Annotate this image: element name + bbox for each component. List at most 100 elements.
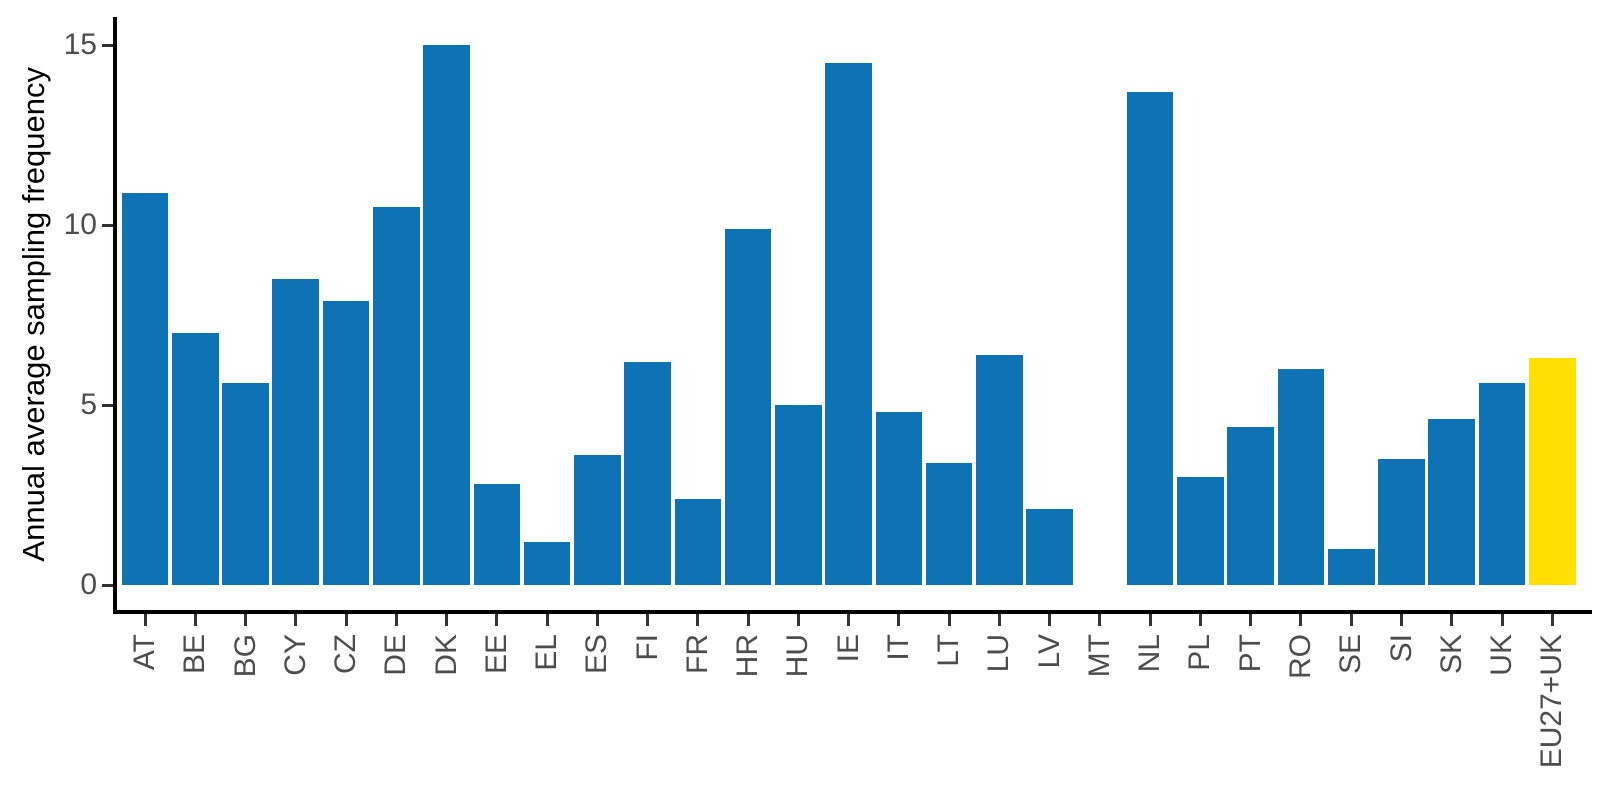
x-tick-label-HR: HR: [731, 634, 765, 800]
x-tick-SI: [1400, 614, 1403, 626]
y-tick-label-0: 0: [80, 568, 97, 601]
x-tick-CZ: [344, 614, 348, 626]
x-tick-label-FR: FR: [681, 634, 715, 800]
bar-BG: [222, 383, 269, 585]
bar-AT: [121, 192, 169, 585]
x-tick-FR: [696, 614, 700, 626]
x-tick-label-text: IT: [881, 634, 915, 661]
x-axis-line: [113, 610, 1592, 614]
x-tick-UK: [1500, 614, 1504, 626]
x-tick-EE: [495, 614, 499, 626]
bar-CY: [272, 279, 320, 585]
x-tick-label-ES: ES: [580, 634, 614, 800]
x-tick-label-text: EE: [479, 634, 513, 675]
bar-EL: [523, 541, 571, 585]
x-tick-CY: [294, 614, 298, 626]
x-tick-LV: [1048, 614, 1052, 626]
x-tick-label-text: SK: [1434, 634, 1468, 675]
x-tick-label-HU: HU: [781, 634, 815, 800]
x-tick-label-BE: BE: [178, 634, 212, 800]
bar-CZ: [322, 300, 370, 585]
x-tick-label-text: FR: [680, 634, 714, 674]
x-tick-label-EU27+UK: EU27+UK: [1535, 634, 1569, 800]
x-tick-BG: [244, 614, 248, 626]
x-tick-label-text: UK: [1485, 634, 1519, 676]
x-tick-SK: [1450, 614, 1454, 626]
x-tick-DE: [394, 614, 398, 626]
x-tick-label-LV: LV: [1033, 634, 1067, 800]
x-tick-label-EL: EL: [530, 634, 564, 800]
x-tick-label-MT: MT: [1083, 634, 1117, 800]
x-tick-label-CY: CY: [279, 634, 313, 800]
x-tick-IT: [897, 614, 901, 626]
bar-SK: [1428, 419, 1476, 585]
x-tick-label-text: DE: [379, 634, 413, 676]
x-tick-NL: [1148, 614, 1152, 626]
x-tick-label-text: PL: [1183, 634, 1217, 671]
x-tick-IE: [847, 614, 851, 626]
bar-NL: [1126, 91, 1174, 585]
x-tick-label-SE: SE: [1334, 634, 1368, 800]
x-tick-label-RO: RO: [1284, 634, 1318, 800]
bar-IT: [875, 412, 923, 585]
bar-RO: [1277, 369, 1325, 585]
x-tick-label-text: CY: [278, 634, 312, 676]
x-tick-label-text: SE: [1334, 634, 1368, 675]
y-tick-10: [102, 223, 113, 227]
y-tick-label-10: 10: [63, 208, 97, 241]
y-tick-label-15: 15: [63, 28, 97, 61]
bar-ES: [574, 455, 621, 585]
x-tick-label-text: LU: [982, 634, 1016, 673]
x-tick-label-BG: BG: [229, 634, 263, 800]
x-tick-label-SI: SI: [1385, 634, 1419, 800]
x-tick-label-text: RO: [1283, 634, 1317, 679]
x-tick-label-NL: NL: [1133, 634, 1167, 800]
bar-SI: [1378, 459, 1425, 585]
bar-LU: [976, 354, 1023, 585]
x-tick-label-text: ES: [580, 634, 614, 675]
x-tick-label-IE: IE: [832, 634, 866, 800]
bar-UK: [1478, 383, 1526, 585]
x-tick-label-text: FI: [630, 634, 664, 661]
x-tick-label-text: IE: [831, 634, 865, 663]
bar-SE: [1327, 549, 1375, 585]
x-tick-label-text: EL: [530, 634, 564, 671]
bar-DE: [373, 207, 420, 585]
x-tick-EU27+UK: [1550, 614, 1554, 626]
x-tick-EL: [545, 614, 549, 626]
x-tick-SE: [1349, 614, 1353, 626]
bar-HR: [724, 228, 772, 585]
x-tick-LU: [997, 614, 1001, 626]
y-axis-title-text: Annual average sampling frequency: [16, 66, 51, 562]
x-tick-HR: [746, 614, 750, 626]
x-tick-label-DE: DE: [379, 634, 413, 800]
bar-FI: [624, 361, 671, 585]
x-tick-label-DK: DK: [430, 634, 464, 800]
bar-EU27+UK: [1528, 358, 1576, 585]
x-tick-label-FI: FI: [631, 634, 665, 800]
x-tick-label-text: PT: [1233, 634, 1267, 673]
bar-PT: [1227, 426, 1274, 585]
x-tick-DK: [445, 614, 449, 626]
x-tick-PT: [1249, 614, 1253, 626]
bar-PL: [1177, 477, 1224, 585]
x-tick-LT: [947, 614, 951, 626]
x-tick-label-text: LV: [1032, 634, 1066, 669]
x-tick-label-text: EU27+UK: [1535, 634, 1569, 769]
y-tick-0: [102, 583, 113, 587]
x-tick-label-CZ: CZ: [329, 634, 363, 800]
x-tick-label-PL: PL: [1183, 634, 1217, 800]
bar-EE: [473, 484, 521, 585]
x-tick-label-text: MT: [1082, 634, 1116, 678]
x-tick-label-UK: UK: [1485, 634, 1519, 800]
y-tick-5: [102, 403, 113, 407]
x-tick-label-AT: AT: [128, 634, 162, 800]
y-axis-title: Annual average sampling frequency: [12, 0, 56, 628]
bar-IE: [825, 63, 872, 585]
bar-LV: [1026, 509, 1073, 585]
bar-DK: [423, 45, 470, 585]
bar-HU: [775, 405, 822, 585]
x-tick-label-text: NL: [1133, 634, 1167, 673]
x-tick-label-text: BE: [178, 634, 212, 675]
